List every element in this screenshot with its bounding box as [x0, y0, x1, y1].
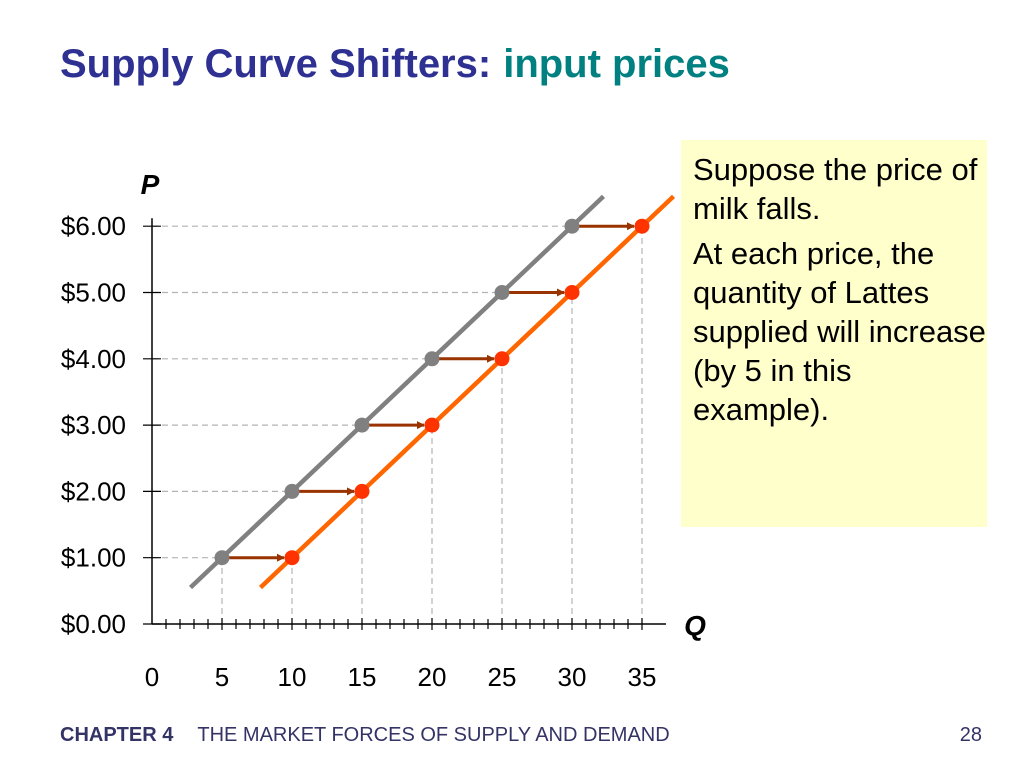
x-tick-label: 35	[628, 662, 657, 692]
title-main: Supply Curve Shifters:	[60, 42, 492, 86]
original-supply-point	[424, 351, 440, 367]
slide-title: Supply Curve Shifters: input prices	[60, 42, 730, 87]
y-tick-label: $2.00	[61, 476, 126, 506]
original-supply-point	[494, 285, 510, 300]
original-supply-point	[354, 417, 370, 433]
x-tick-label: 15	[348, 662, 377, 692]
new-supply-point	[284, 550, 300, 566]
point-layer	[214, 218, 650, 566]
y-tick-label: $0.00	[61, 609, 126, 639]
supply-curve-new	[258, 194, 676, 590]
y-tick-label: $3.00	[61, 410, 126, 440]
slide-footer: CHAPTER 4 THE MARKET FORCES OF SUPPLY AND…	[60, 724, 670, 747]
new-supply-point	[354, 483, 370, 499]
y-tick-label: $6.00	[61, 211, 126, 241]
y-tick-label: $5.00	[61, 278, 126, 308]
original-supply-point	[284, 483, 300, 499]
original-supply-point	[214, 550, 230, 566]
callout-line-1: Suppose the price of milk falls.	[693, 152, 978, 227]
page-number: 28	[959, 724, 982, 746]
x-tick-label: 5	[215, 662, 229, 692]
curve-layer	[188, 194, 676, 590]
title-subtitle: input prices	[503, 42, 730, 86]
x-tick-label: 10	[278, 662, 307, 692]
y-axis-label: P	[141, 169, 160, 200]
y-tick-label: $1.00	[61, 543, 126, 573]
y-tick-label: $4.00	[61, 344, 126, 374]
new-supply-point	[494, 351, 510, 367]
callout-line-2: At each price, the quantity of Lattes su…	[693, 236, 986, 428]
x-tick-label: 20	[418, 662, 447, 692]
x-tick-label: 30	[558, 662, 587, 692]
arrow-layer	[228, 222, 635, 562]
new-supply-point	[564, 285, 580, 300]
axis-layer	[143, 218, 666, 630]
supply-curve-original	[188, 194, 606, 590]
original-supply-point	[564, 218, 580, 234]
explanation-callout: Suppose the price of milk falls. At each…	[681, 140, 987, 527]
new-supply-point	[634, 218, 650, 234]
x-tick-label: 25	[488, 662, 517, 692]
x-axis-label: Q	[684, 610, 706, 641]
footer-text: THE MARKET FORCES OF SUPPLY AND DEMAND	[197, 724, 670, 746]
footer-chapter: CHAPTER 4	[60, 724, 174, 746]
new-supply-point	[424, 417, 440, 433]
label-layer: $0.00 $1.00 $2.00 $3.00 $4.00 $5.00 $6.00 0 5 10 1…	[61, 169, 706, 692]
x-tick-label: 0	[145, 662, 159, 692]
